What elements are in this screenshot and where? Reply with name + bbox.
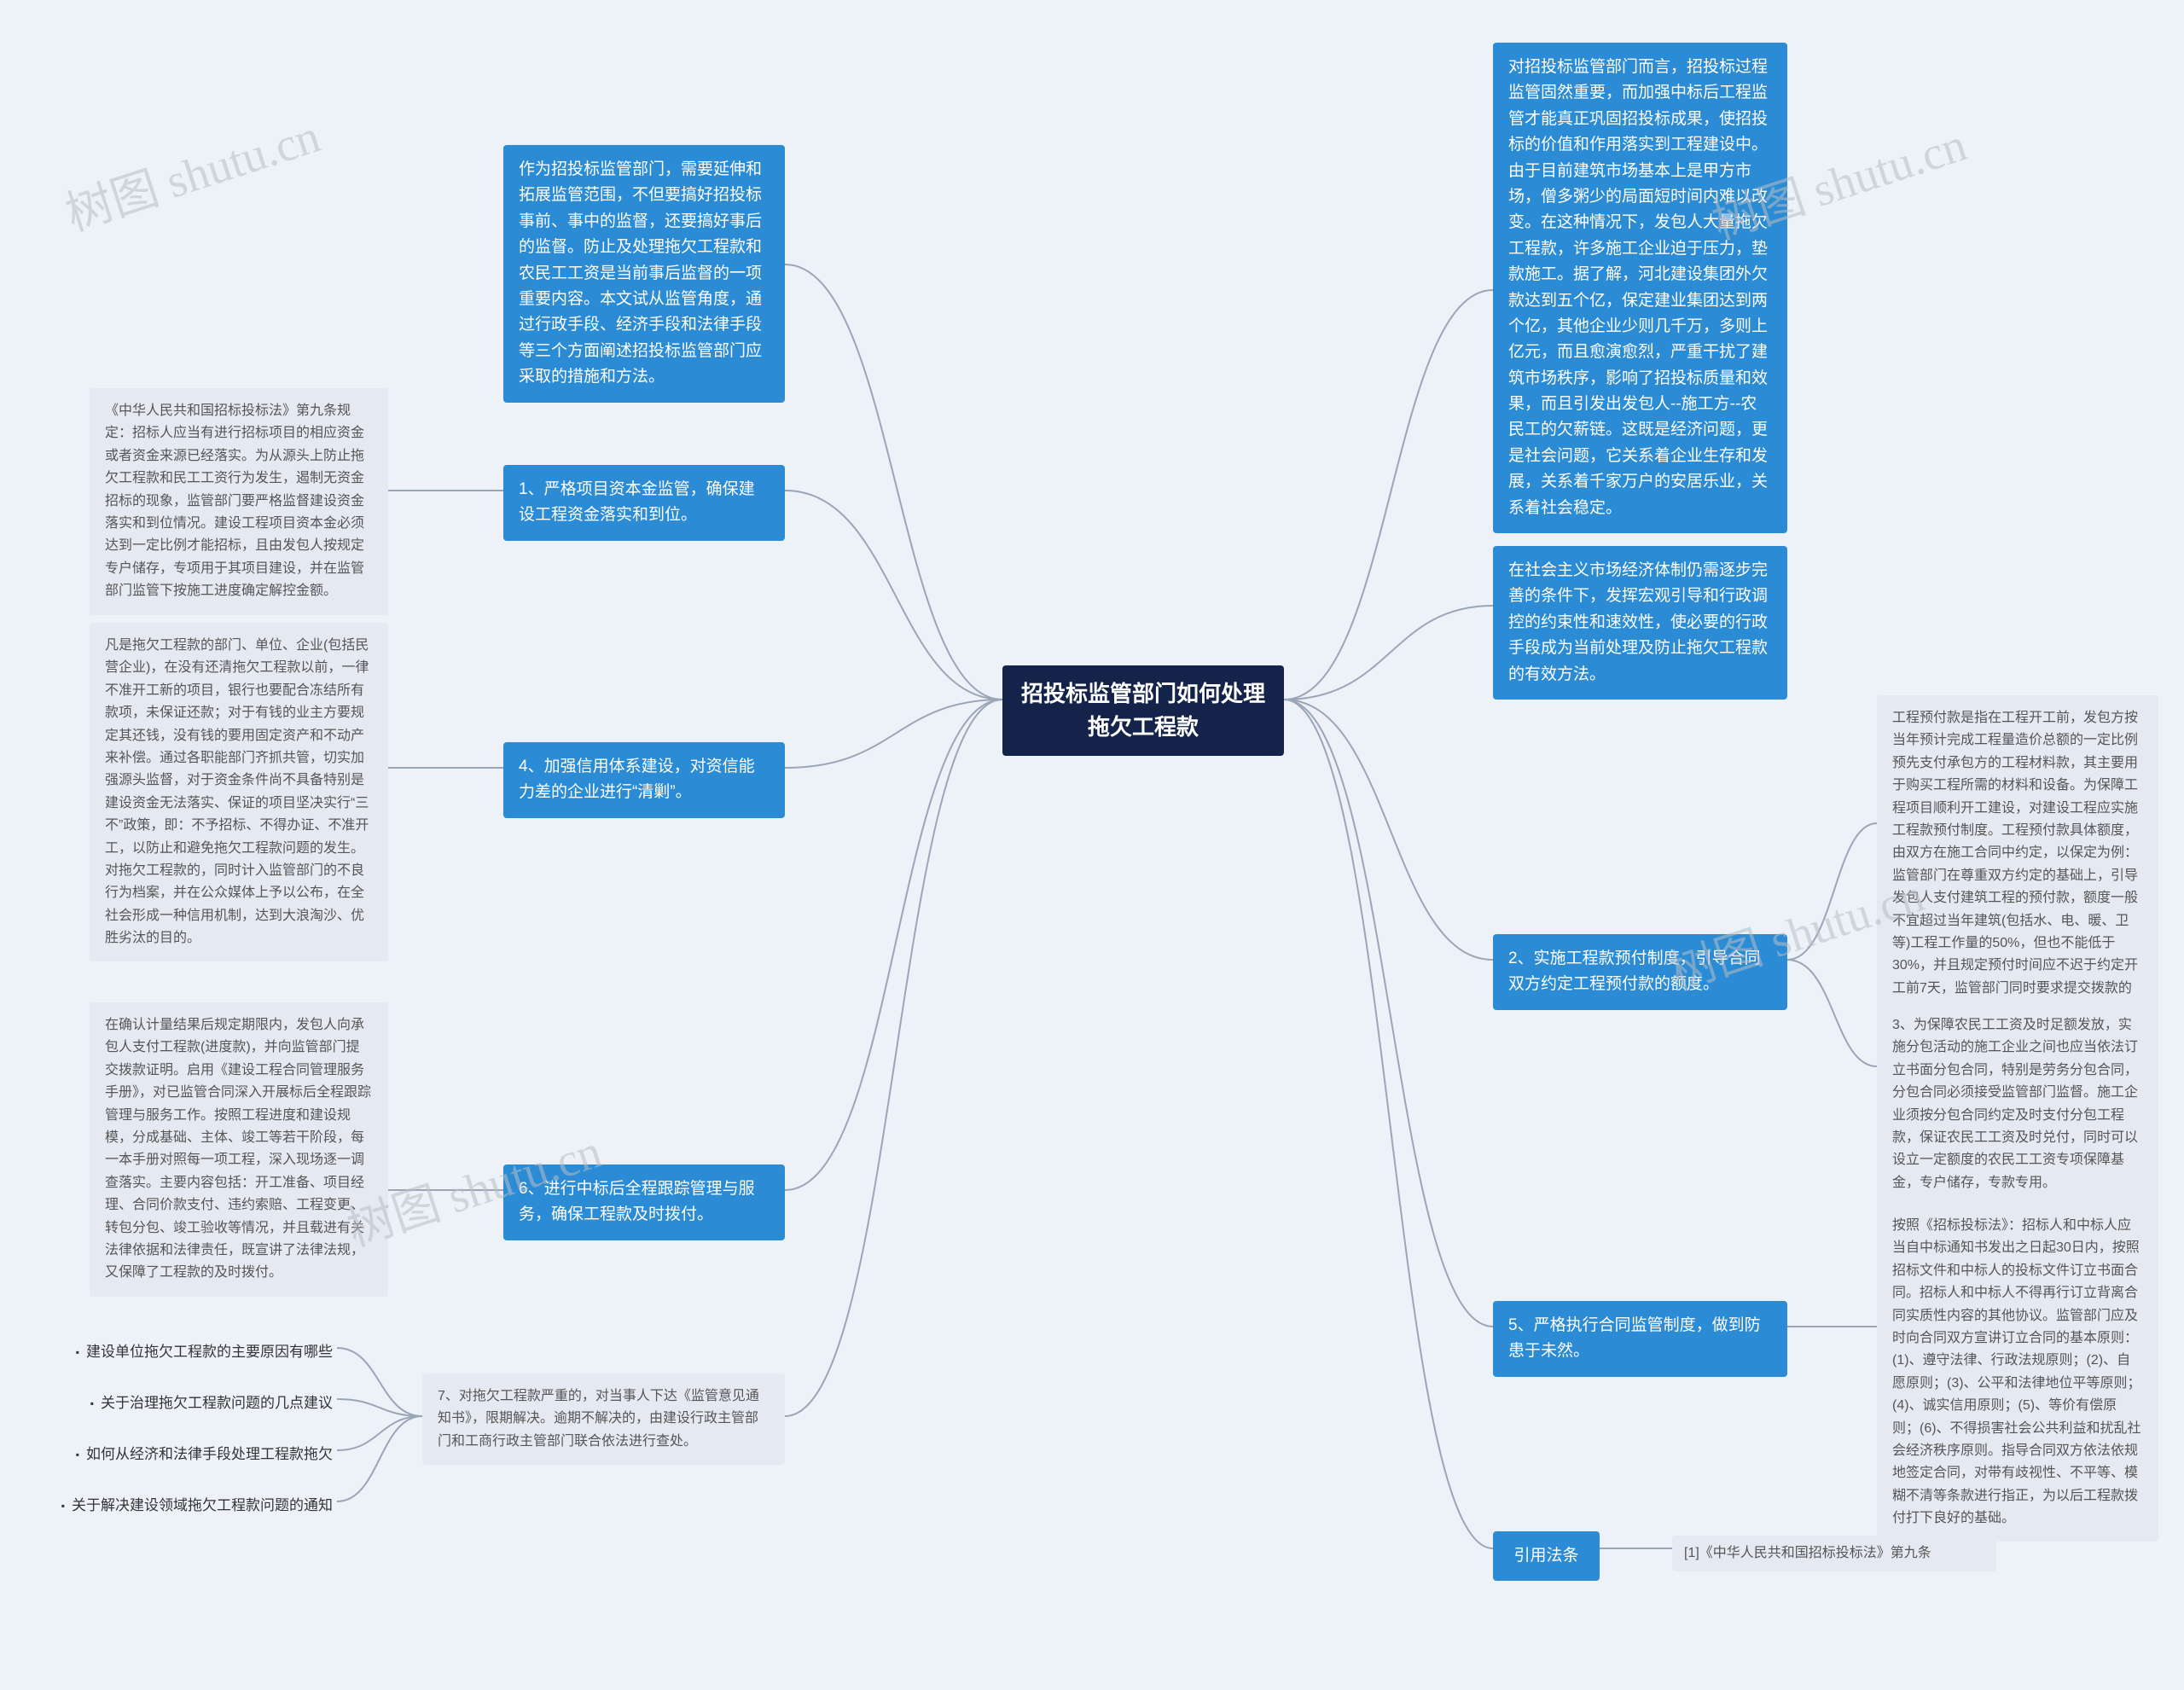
right-n5-leaf: 按照《招标投标法》：招标人和中标人应当自中标通知书发出之日起30日内，按照招标文… <box>1877 1203 2158 1542</box>
left-n7: 7、对拖欠工程款严重的，对当事人下达《监管意见通知书》，限期解决。逾期不解决的，… <box>422 1373 785 1465</box>
root-line2: 拖欠工程款 <box>1088 714 1199 740</box>
right-cite-text: [1]《中华人民共和国招标投标法》第九条 <box>1672 1536 1996 1571</box>
left-n6: 6、进行中标后全程跟踪管理与服务，确保工程款及时拨付。 <box>503 1164 785 1240</box>
right-intro2: 在社会主义市场经济体制仍需逐步完善的条件下，发挥宏观引导和行政调控的约束性和速效… <box>1493 546 1787 700</box>
left-n4-leaf: 凡是拖欠工程款的部门、单位、企业(包括民营企业)，在没有还清拖欠工程款以前，一律… <box>90 623 388 961</box>
left-n1-leaf: 《中华人民共和国招标投标法》第九条规定：招标人应当有进行招标项目的相应资金或者资… <box>90 388 388 615</box>
root-node: 招投标监管部门如何处理 拖欠工程款 <box>1002 665 1284 756</box>
link-b[interactable]: 关于治理拖欠工程款问题的几点建议 <box>47 1386 341 1420</box>
right-intro: 对招投标监管部门而言，招投标过程监管固然重要，而加强中标后工程监管才能真正巩固招… <box>1493 43 1787 533</box>
right-n2: 2、实施工程款预付制度，引导合同双方约定工程预付款的额度。 <box>1493 934 1787 1010</box>
link-a[interactable]: 建设单位拖欠工程款的主要原因有哪些 <box>47 1335 341 1368</box>
root-line1: 招投标监管部门如何处理 <box>1021 681 1265 706</box>
right-n2-leaf2: 3、为保障农民工工资及时足额发放，实施分包活动的施工企业之间也应当依法订立书面分… <box>1877 1002 2158 1206</box>
right-cite-label: 引用法条 <box>1493 1531 1600 1581</box>
watermark-1: 树图 shutu.cn <box>55 97 327 243</box>
left-n6-leaf: 在确认计量结果后规定期限内，发包人向承包人支付工程款(进度款)，并向监管部门提交… <box>90 1002 388 1297</box>
left-n1: 1、严格项目资本金监管，确保建设工程资金落实和到位。 <box>503 465 785 541</box>
link-c[interactable]: 如何从经济和法律手段处理工程款拖欠 <box>47 1437 341 1471</box>
right-n5: 5、严格执行合同监管制度，做到防患于未然。 <box>1493 1301 1787 1377</box>
link-d[interactable]: 关于解决建设领域拖欠工程款问题的通知 <box>47 1489 341 1522</box>
left-intro: 作为招投标监管部门，需要延伸和拓展监管范围，不但要搞好招投标事前、事中的监督，还… <box>503 145 785 403</box>
left-n4: 4、加强信用体系建设，对资信能力差的企业进行“清剿”。 <box>503 742 785 818</box>
